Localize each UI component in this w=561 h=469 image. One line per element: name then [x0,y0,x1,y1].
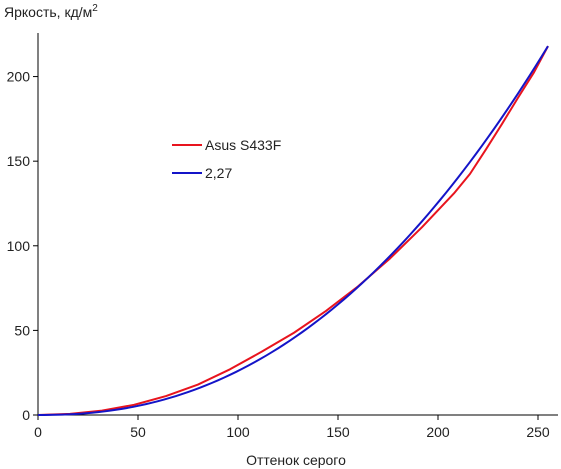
series-line-asus [37,45,549,416]
legend-label-asus: Asus S433F [205,137,281,153]
y-ticks: 0 50 100 150 200 [7,69,38,423]
x-tick-label: 50 [130,424,146,440]
y-axis-title-sup: 2 [92,3,98,14]
x-tick-label: 200 [426,424,450,440]
legend-label-gamma: 2,27 [205,165,232,181]
y-tick-label: 100 [7,238,31,254]
series-line-gamma [37,45,549,416]
y-axis-title: Яркость, кд/м2 [4,3,98,20]
x-tick-label: 100 [226,424,250,440]
x-axis-title: Оттенок серого [246,452,346,468]
y-tick-label: 0 [22,407,30,423]
x-ticks: 0 50 100 150 200 250 [34,415,550,440]
y-tick-label: 200 [7,69,31,85]
x-tick-label: 0 [34,424,42,440]
y-tick-label: 50 [14,322,30,338]
y-axis-title-main: Яркость, кд/м [4,4,92,20]
y-tick-label: 150 [7,153,31,169]
x-tick-label: 150 [326,424,350,440]
series-lines [37,45,549,416]
legend: Asus S433F 2,27 [172,137,281,181]
x-tick-label: 250 [526,424,550,440]
